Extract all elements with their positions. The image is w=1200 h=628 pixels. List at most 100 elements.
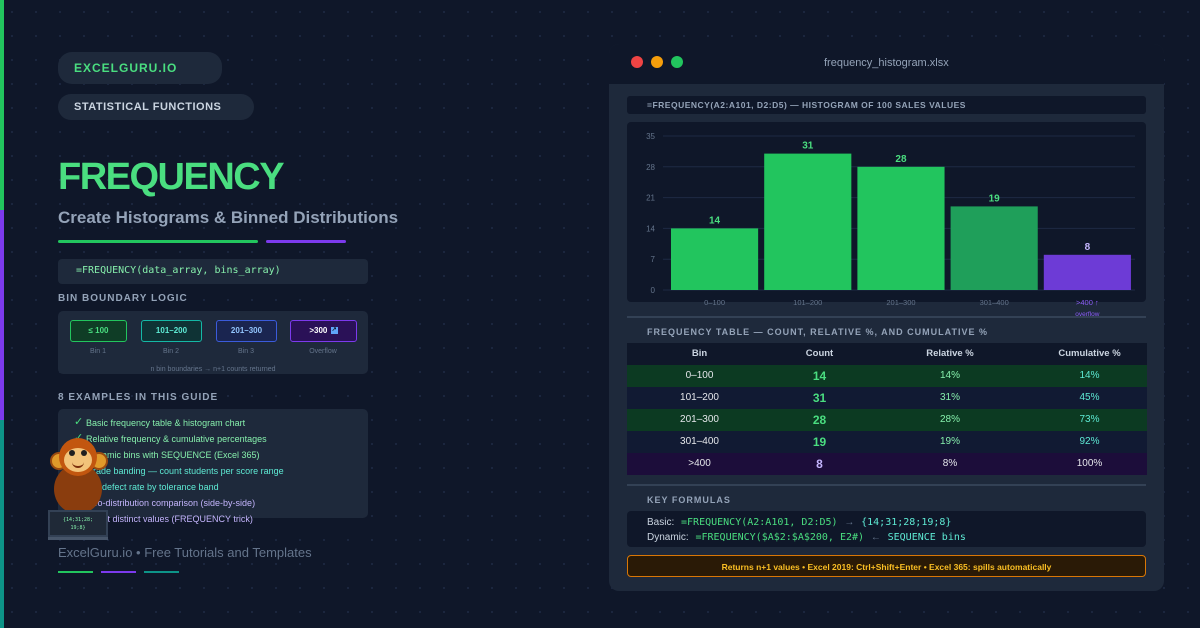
formula-bar-text: =FREQUENCY(A2:A101, D2:D5) — HISTOGRAM O… xyxy=(647,100,966,110)
y-tick-label: 14 xyxy=(646,224,655,233)
basic-result: {14;31;28;19;8} xyxy=(861,517,952,528)
table-header-count: Count xyxy=(805,348,834,359)
monkey-mascot: {14;31;28; 19;8} xyxy=(44,434,116,544)
cell-cumulative: 73% xyxy=(1079,414,1100,425)
cell-count: 14 xyxy=(812,369,827,383)
table-row[interactable]: 101–200 31 31% 45% xyxy=(627,387,1147,409)
histogram-svg: 0 7 14 21 28 35 14 0–100 31 101–200 28 201–300 19 301… xyxy=(646,132,1135,318)
site-tag[interactable]: EXCELGURU.IO xyxy=(58,52,222,84)
cell-cumulative: 45% xyxy=(1079,392,1100,403)
title-underline-purple xyxy=(266,240,346,243)
bin-box-2: 101–200 xyxy=(141,320,202,342)
divider-2 xyxy=(627,484,1146,486)
x-tick-label: 301–400 xyxy=(980,298,1009,307)
bin-box-overflow: >300 ↗ xyxy=(290,320,357,342)
divider-1 xyxy=(627,316,1146,318)
bin-box-1: ≤ 100 xyxy=(70,320,127,342)
syntax-box: =FREQUENCY(data_array, bins_array) xyxy=(58,259,368,284)
cell-cumulative: 14% xyxy=(1079,370,1100,381)
page-title: FREQUENCY xyxy=(58,156,285,198)
laptop-screen-line-2: 19;8} xyxy=(70,525,86,531)
formula-line-basic: Basic: =FREQUENCY(A2:A101, D2:D5) → {14;… xyxy=(647,517,951,528)
mascot-eye-left xyxy=(69,450,75,456)
example-item-3[interactable]: Dynamic bins with SEQUENCE (Excel 365) xyxy=(86,450,260,460)
cell-relative: 28% xyxy=(939,414,960,425)
formulas-label: KEY FORMULAS xyxy=(647,495,731,505)
footer-line-green xyxy=(58,571,93,573)
cell-relative: 31% xyxy=(939,392,960,403)
table-header: Bin Count Relative % Cumulative % xyxy=(627,343,1147,365)
check-icon: ✓ xyxy=(74,416,84,428)
y-tick-label: 21 xyxy=(646,194,655,203)
cell-cumulative: 100% xyxy=(1076,458,1103,469)
window-minimize-button[interactable] xyxy=(651,56,663,68)
bar-value-label: 14 xyxy=(709,215,721,226)
freq-table-label: FREQUENCY TABLE — COUNT, RELATIVE %, AND… xyxy=(647,327,989,337)
laptop-base xyxy=(48,537,108,540)
cell-bin: 101–200 xyxy=(680,392,719,403)
bin-caption-1: Bin 1 xyxy=(90,348,106,355)
cell-relative: 8% xyxy=(942,458,958,469)
bin-caption-2: Bin 2 xyxy=(163,348,179,355)
table-row[interactable]: 301–400 19 19% 92% xyxy=(627,431,1147,453)
x-tick-label: 101–200 xyxy=(793,298,822,307)
note-bar: Returns n+1 values • Excel 2019: Ctrl+Sh… xyxy=(627,555,1146,577)
bin-logic-label: BIN BOUNDARY LOGIC xyxy=(58,293,188,304)
spreadsheet-window: frequency_histogram.xlsx =FREQUENCY(A2:A… xyxy=(609,44,1164,591)
window-maximize-button[interactable] xyxy=(671,56,683,68)
mascot-mouth xyxy=(72,460,84,468)
bin-box-3: 201–300 xyxy=(216,320,277,342)
example-item-5[interactable]: QC defect rate by tolerance band xyxy=(86,482,219,492)
window-close-button[interactable] xyxy=(631,56,643,68)
example-item-1[interactable]: Basic frequency table & histogram chart xyxy=(86,418,246,428)
arrow-left-icon: ← xyxy=(870,532,881,543)
histogram-bar xyxy=(857,166,945,290)
y-tick-label: 0 xyxy=(651,286,656,295)
cell-count: 31 xyxy=(812,391,827,405)
bin-caption-3: Bin 3 xyxy=(238,348,254,355)
examples-label: 8 EXAMPLES IN THIS GUIDE xyxy=(58,392,219,403)
mascot-eye-right xyxy=(81,450,87,456)
laptop-screen-line-1: {14;31;28; xyxy=(62,517,94,523)
basic-formula[interactable]: =FREQUENCY(A2:A101, D2:D5) xyxy=(681,517,838,528)
edge-accent-green xyxy=(0,0,4,210)
example-item-4[interactable]: Grade banding — count students per score… xyxy=(86,466,284,476)
mascot-laptop: {14;31;28; 19;8} xyxy=(48,510,108,537)
cell-count: 28 xyxy=(812,413,827,427)
table-row[interactable]: 201–300 28 28% 73% xyxy=(627,409,1147,431)
example-item-7[interactable]: Count distinct values (FREQUENCY trick) xyxy=(86,514,253,524)
cell-cumulative: 92% xyxy=(1079,436,1100,447)
formula-line-dynamic: Dynamic: =FREQUENCY($A$2:$A$200, E2#) ← … xyxy=(647,532,966,543)
window-filename: frequency_histogram.xlsx xyxy=(824,57,949,69)
footer-text[interactable]: ExcelGuru.io • Free Tutorials and Templa… xyxy=(58,545,312,560)
formula-bar[interactable]: =FREQUENCY(A2:A101, D2:D5) — HISTOGRAM O… xyxy=(627,96,1146,114)
x-tick-label: 0–100 xyxy=(704,298,725,307)
cell-count: 19 xyxy=(812,435,827,449)
cell-relative: 19% xyxy=(939,436,960,447)
cell-bin: >400 xyxy=(688,458,711,469)
histogram-bar xyxy=(764,153,852,290)
histogram-bar xyxy=(1043,254,1131,290)
arrow-right-icon: → xyxy=(844,517,855,528)
edge-accent-teal xyxy=(0,420,4,628)
cell-bin: 0–100 xyxy=(685,370,714,381)
table-row[interactable]: >400 8 8% 100% xyxy=(627,453,1147,475)
bar-value-label: 8 xyxy=(1085,242,1091,253)
bar-value-label: 28 xyxy=(895,154,907,165)
basic-label: Basic: xyxy=(647,517,675,528)
dynamic-formula[interactable]: =FREQUENCY($A$2:$A$200, E2#) xyxy=(695,532,865,543)
frequency-table: Bin Count Relative % Cumulative % 0–100 … xyxy=(627,343,1147,475)
y-tick-label: 28 xyxy=(646,163,655,172)
example-item-6[interactable]: Two-distribution comparison (side-by-sid… xyxy=(86,498,256,508)
title-underline-green xyxy=(58,240,258,243)
window-titlebar: frequency_histogram.xlsx xyxy=(609,44,1164,84)
cell-bin: 301–400 xyxy=(680,436,719,447)
note-bar-text: Returns n+1 values • Excel 2019: Ctrl+Sh… xyxy=(721,562,1052,572)
footer-line-teal xyxy=(144,571,179,573)
histogram-chart: 0 7 14 21 28 35 14 0–100 31 101–200 28 201–300 19 301… xyxy=(627,122,1146,318)
cell-count: 8 xyxy=(816,457,823,471)
bin-logic-panel: ≤ 100 101–200 201–300 >300 ↗ Bin 1 Bin 2… xyxy=(58,311,368,374)
table-row[interactable]: 0–100 14 14% 14% xyxy=(627,365,1147,387)
example-item-2[interactable]: Relative frequency & cumulative percenta… xyxy=(86,434,267,444)
bin-box-overflow-label: >300 xyxy=(309,326,328,335)
